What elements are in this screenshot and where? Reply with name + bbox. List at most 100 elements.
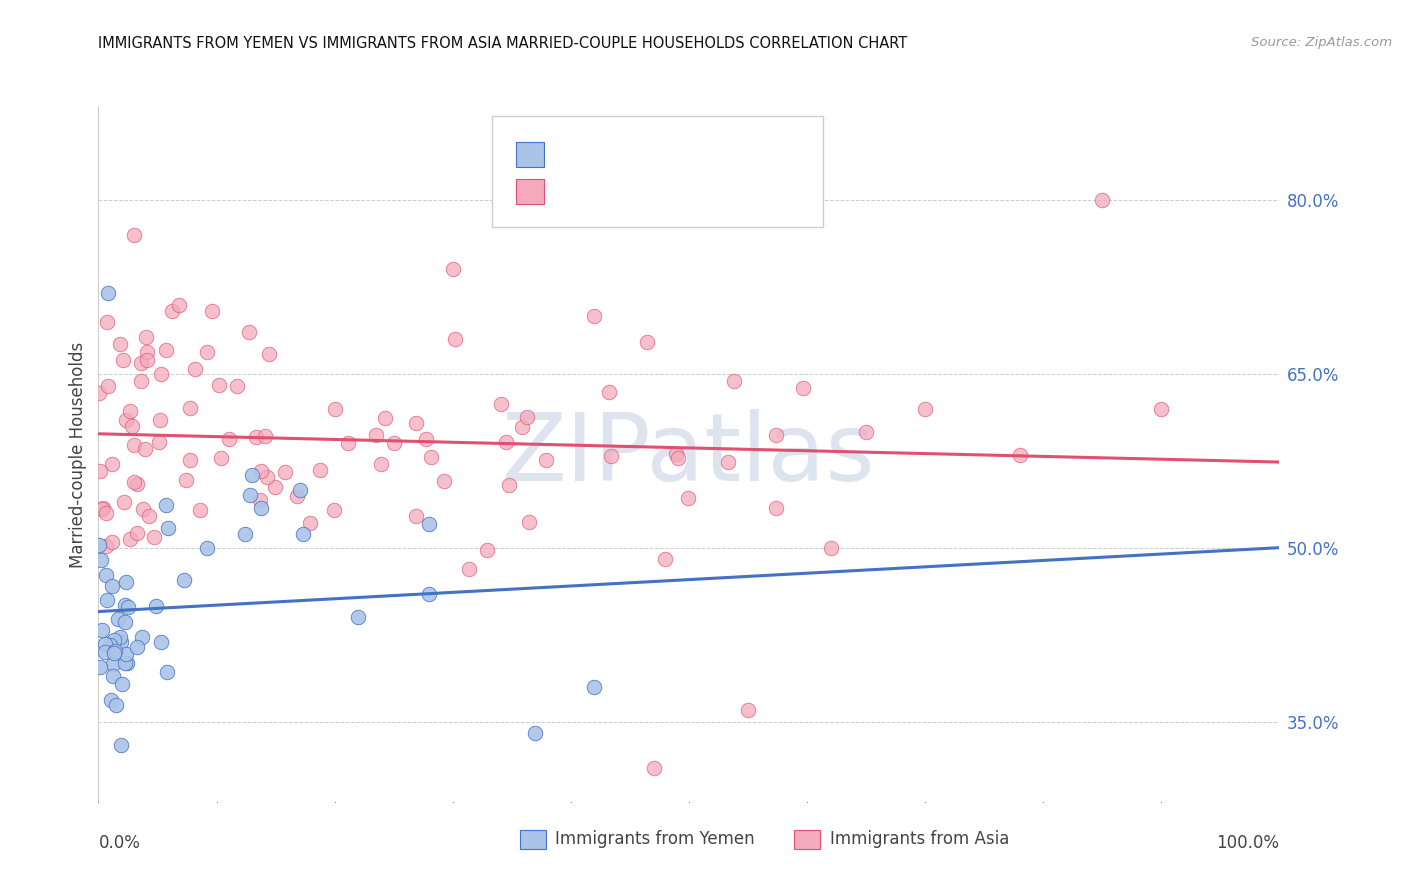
Point <box>149 635 172 649</box>
Point <box>208 377 231 392</box>
Point <box>636 334 658 349</box>
Point <box>441 262 464 277</box>
Point <box>510 420 533 434</box>
Point <box>717 455 740 469</box>
Text: N =: N = <box>671 144 707 161</box>
Point <box>583 680 606 694</box>
Point <box>124 475 146 490</box>
Point <box>583 309 606 323</box>
Y-axis label: Married-couple Households: Married-couple Households <box>69 342 87 568</box>
Point <box>131 630 153 644</box>
Text: Source: ZipAtlas.com: Source: ZipAtlas.com <box>1251 36 1392 49</box>
Point <box>179 453 201 467</box>
Point <box>96 568 118 582</box>
Point <box>1091 193 1114 207</box>
Point <box>157 521 180 535</box>
Point <box>135 344 157 359</box>
Point <box>765 428 787 442</box>
Point <box>444 332 467 346</box>
Point <box>103 647 125 661</box>
Point <box>678 491 700 505</box>
Point <box>418 517 440 532</box>
Point <box>256 469 278 483</box>
Point <box>654 552 676 566</box>
Point <box>114 657 136 671</box>
Point <box>405 416 427 430</box>
Text: Immigrants from Asia: Immigrants from Asia <box>830 830 1010 848</box>
Point <box>136 353 159 368</box>
Point <box>155 498 177 512</box>
Point <box>94 645 117 659</box>
Point <box>134 442 156 456</box>
Point <box>534 453 557 467</box>
Point <box>100 579 122 593</box>
Point <box>112 353 135 368</box>
Point <box>188 503 211 517</box>
Text: 100.0%: 100.0% <box>1216 834 1279 852</box>
Point <box>239 487 262 501</box>
Point <box>765 501 787 516</box>
Point <box>174 473 197 487</box>
Point <box>491 396 513 410</box>
Point <box>118 404 141 418</box>
Point <box>156 665 179 679</box>
Point <box>263 480 285 494</box>
Point <box>127 525 149 540</box>
Point <box>97 285 120 300</box>
Point <box>233 526 256 541</box>
Point <box>96 506 118 520</box>
Point <box>112 495 135 509</box>
Point <box>364 428 387 442</box>
Point <box>143 530 166 544</box>
Point <box>433 474 456 488</box>
Point <box>643 761 665 775</box>
Point <box>104 644 127 658</box>
Point <box>285 490 308 504</box>
Point <box>108 630 131 644</box>
Point <box>382 436 405 450</box>
Point <box>114 413 136 427</box>
Point <box>114 615 136 629</box>
Point <box>131 374 153 388</box>
Point <box>110 738 132 752</box>
Text: R =: R = <box>558 181 595 199</box>
Point <box>250 501 273 516</box>
Point <box>89 538 111 552</box>
Point <box>723 374 745 388</box>
Point <box>114 598 136 612</box>
Point <box>97 379 120 393</box>
Point <box>498 478 520 492</box>
Point <box>89 660 111 674</box>
Point <box>249 464 271 478</box>
Point <box>148 435 170 450</box>
Point <box>105 698 128 712</box>
Point <box>792 381 814 395</box>
Point <box>155 343 177 357</box>
Point <box>288 483 311 497</box>
Point <box>524 726 547 740</box>
Point <box>309 463 332 477</box>
Point <box>93 637 115 651</box>
Point <box>122 227 145 242</box>
Point <box>737 703 759 717</box>
Point <box>225 379 247 393</box>
Point <box>914 401 936 416</box>
Point <box>89 464 111 478</box>
Point <box>138 509 160 524</box>
Point <box>117 656 139 670</box>
Point <box>475 542 498 557</box>
Point <box>101 457 124 471</box>
Text: ZIPatlas: ZIPatlas <box>502 409 876 501</box>
Point <box>90 502 112 516</box>
Point <box>120 533 142 547</box>
Point <box>96 314 118 328</box>
Point <box>115 574 138 589</box>
Point <box>347 610 370 624</box>
Point <box>179 401 201 416</box>
Point <box>195 541 218 555</box>
Point <box>107 612 129 626</box>
Point <box>517 515 540 529</box>
Point <box>110 634 132 648</box>
Point <box>209 450 232 465</box>
Point <box>458 562 481 576</box>
